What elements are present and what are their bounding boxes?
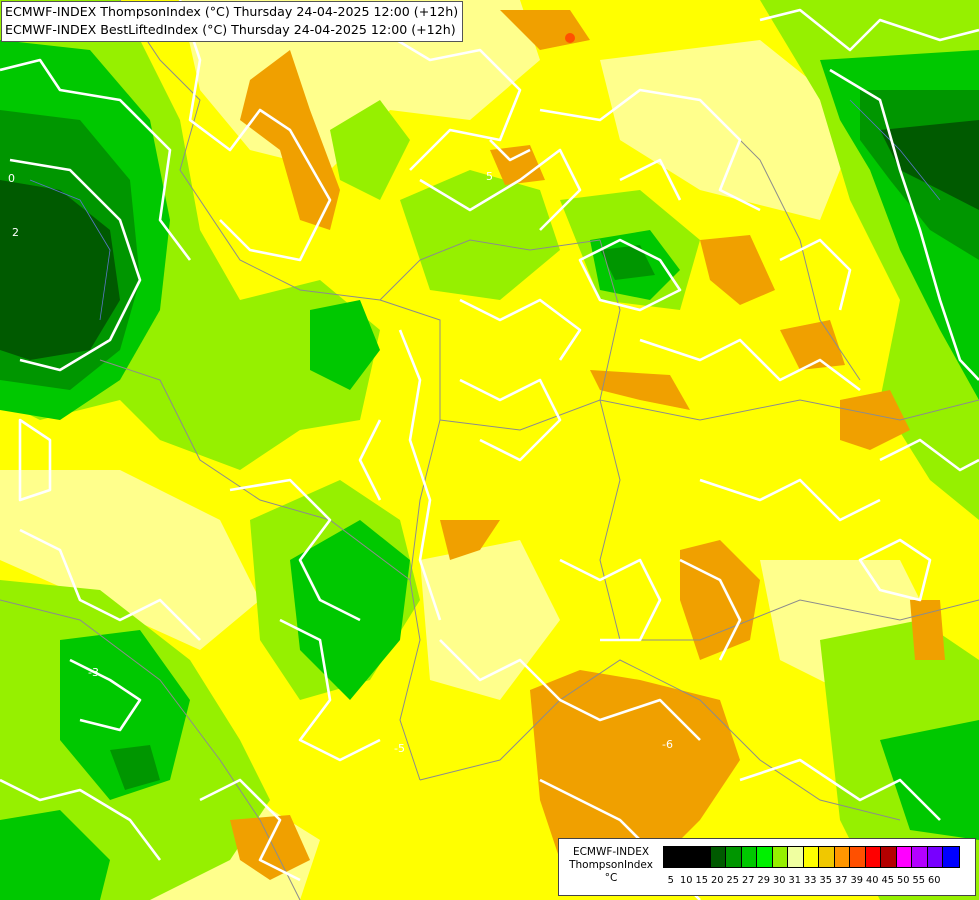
legend-swatches — [663, 846, 960, 868]
color-legend: ECMWF-INDEX ThompsonIndex °C 5 10 15 20 25 27… — [558, 838, 976, 896]
legend-tick-label — [942, 875, 958, 886]
legend-parameter: ThompsonIndex — [569, 859, 653, 871]
map-title-box: ECMWF-INDEX ThompsonIndex (°C) Thursday … — [1, 1, 464, 42]
legend-tick-label: 5 — [667, 875, 674, 886]
legend-tick-label: 33 — [804, 875, 817, 886]
contour-label: 0 — [8, 172, 15, 185]
legend-swatch — [943, 847, 959, 867]
legend-swatch — [927, 847, 943, 867]
legend-swatch — [726, 847, 742, 867]
legend-tick-label: 55 — [912, 875, 925, 886]
legend-swatch — [695, 847, 711, 867]
contour-label: -3 — [88, 666, 99, 679]
legend-tick-label: 60 — [928, 875, 941, 886]
field-orange — [230, 10, 945, 880]
legend-swatch — [912, 847, 928, 867]
legend-tick-label: 45 — [881, 875, 894, 886]
legend-tick-label: 15 — [695, 875, 708, 886]
contour-label: 2 — [12, 226, 19, 239]
legend-swatch — [664, 847, 680, 867]
legend-tick-label: 30 — [773, 875, 786, 886]
legend-tick-label: 50 — [897, 875, 910, 886]
legend-tick-label: 27 — [742, 875, 755, 886]
legend-swatch — [834, 847, 850, 867]
legend-swatch — [788, 847, 804, 867]
contour-label: 5 — [486, 170, 493, 183]
legend-tick-label: 35 — [819, 875, 832, 886]
contour-label: -6 — [662, 738, 673, 751]
field-dark-green — [0, 120, 979, 360]
legend-tick-label: 39 — [850, 875, 863, 886]
title-thompson-index: ECMWF-INDEX ThompsonIndex (°C) Thursday … — [5, 4, 459, 19]
legend-tick-label: 37 — [835, 875, 848, 886]
legend-swatch — [896, 847, 912, 867]
legend-tick-label: 29 — [757, 875, 770, 886]
legend-swatch — [850, 847, 866, 867]
legend-swatch — [757, 847, 773, 867]
legend-tick-label: 25 — [726, 875, 739, 886]
legend-swatch — [881, 847, 897, 867]
legend-swatch — [803, 847, 819, 867]
title-best-lifted-index: ECMWF-INDEX BestLiftedIndex (°C) Thursda… — [5, 22, 456, 37]
legend-swatch — [710, 847, 726, 867]
legend-tick-label: 10 — [680, 875, 693, 886]
legend-swatch — [741, 847, 757, 867]
field-red-spots — [565, 33, 575, 43]
legend-model: ECMWF-INDEX — [572, 846, 650, 858]
contour-labels: 0 2 -3 -5 -6 5 — [8, 170, 673, 755]
contour-label: -5 — [394, 742, 405, 755]
coastlines — [29, 99, 941, 321]
legend-label: ECMWF-INDEX ThompsonIndex °C — [565, 846, 657, 885]
legend-swatch — [679, 847, 695, 867]
legend-tick-label: 31 — [788, 875, 801, 886]
legend-unit: °C — [604, 872, 618, 884]
legend-swatch — [865, 847, 881, 867]
legend-swatch — [819, 847, 835, 867]
legend-ticks: 5 10 15 20 25 27 29 30 31 33 35 37 39 40 45 50 55 60 — [663, 875, 958, 886]
legend-tick-label: 40 — [866, 875, 879, 886]
legend-swatch — [772, 847, 788, 867]
legend-tick-label: 20 — [711, 875, 724, 886]
